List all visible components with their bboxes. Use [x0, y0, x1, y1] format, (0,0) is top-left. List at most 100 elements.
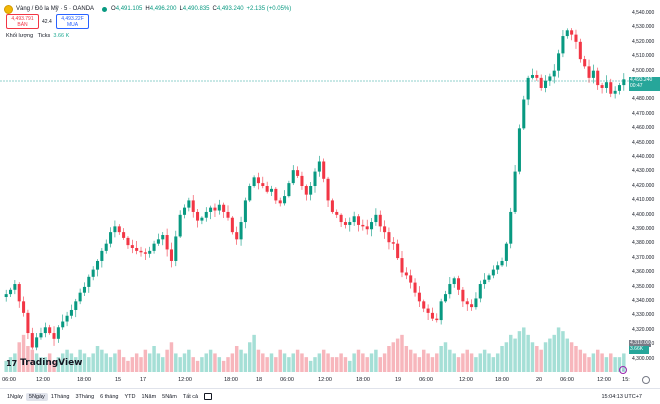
candle-body — [261, 183, 265, 186]
time-tick: 06:00 — [280, 377, 294, 383]
time-tick: 06:00 — [419, 377, 433, 383]
volume-bar — [365, 357, 369, 372]
scroll-to-realtime-icon[interactable]: ↓ — [619, 366, 627, 374]
calendar-icon[interactable] — [204, 393, 213, 400]
price-tick: 4,410.000 — [632, 197, 655, 204]
volume-bar — [413, 353, 417, 372]
volume-bar — [613, 357, 617, 372]
volume-bar — [374, 349, 378, 372]
volume-bar — [265, 357, 269, 372]
candle-body — [296, 170, 300, 176]
volume-bar — [39, 357, 43, 372]
candle-body — [213, 207, 217, 211]
buy-button[interactable]: 4,493.22F MUA — [56, 14, 89, 29]
tradingview-logo[interactable]: 17 TradingView — [6, 358, 83, 368]
volume-bar — [230, 353, 235, 372]
symbol-title[interactable]: Vàng / Đô la Mỹ · 5 · OANDA — [16, 6, 95, 12]
volume-bar — [217, 357, 222, 372]
volume-bar — [443, 342, 448, 372]
volume-bar — [408, 349, 413, 372]
volume-bar — [465, 349, 469, 372]
volume-bar — [69, 353, 74, 372]
tradingview-logo-text: TradingView — [20, 358, 83, 368]
chart-settings-circle-icon[interactable] — [642, 376, 650, 384]
candle-body — [95, 260, 100, 270]
volume-bar — [234, 346, 239, 372]
volume-bar — [126, 360, 130, 372]
volume-badge: 3.66K — [629, 346, 649, 354]
time-tick: 06:00 — [2, 377, 16, 383]
current-price-value: 4,493.240 — [630, 77, 653, 83]
range-button[interactable]: YTD — [124, 393, 136, 400]
volume-bar — [526, 334, 530, 372]
volume-bar — [261, 353, 265, 372]
volume-bar — [495, 353, 500, 372]
candle-body — [352, 216, 356, 223]
volume-bar — [165, 349, 169, 372]
volume-bar — [95, 346, 100, 372]
range-button[interactable]: 1Tháng — [50, 393, 70, 400]
volume-bar — [52, 360, 56, 372]
candle-body — [513, 171, 517, 212]
candle-body — [530, 74, 535, 78]
volume-bar — [426, 353, 430, 372]
candle-body — [322, 161, 326, 179]
volume-bar — [321, 349, 326, 372]
price-tick: 4,540.000 — [632, 10, 655, 16]
volume-bar — [582, 353, 587, 372]
candle-body — [330, 200, 334, 212]
candle-body — [200, 217, 204, 221]
price-tick: 4,340.000 — [632, 298, 655, 304]
range-button[interactable]: 5Năm — [162, 393, 177, 400]
volume-bar — [487, 353, 491, 372]
volume-bar — [248, 342, 252, 372]
candle-body — [287, 183, 291, 197]
time-tick: 18:00 — [495, 377, 509, 383]
volume-bar — [21, 334, 26, 372]
volume-bar — [591, 353, 596, 372]
volume-bar — [604, 357, 609, 372]
volume-bar — [491, 357, 496, 372]
volume-bar — [469, 353, 474, 372]
range-button[interactable]: Tất cả — [182, 393, 199, 400]
candle-body — [313, 171, 317, 186]
candles — [4, 28, 626, 351]
volume-bar — [274, 357, 278, 372]
volume-bar — [65, 349, 69, 372]
low-label: L — [179, 6, 183, 12]
candle-body — [430, 312, 434, 319]
volume-legend[interactable]: Khối lượng Ticks 3.66 K — [6, 33, 69, 39]
price-tick: 4,370.000 — [632, 254, 655, 261]
volume-bar — [339, 353, 343, 372]
candle-body — [317, 161, 321, 172]
price-tick: 4,460.000 — [632, 125, 655, 132]
volume-bar — [569, 342, 574, 372]
price-tick: 4,320.000 — [632, 326, 655, 333]
range-button[interactable]: 6 tháng — [100, 393, 119, 400]
volume-bar — [343, 357, 348, 372]
price-chart[interactable] — [0, 0, 630, 374]
price-axis[interactable]: 4,540.000 4,530.000 4,520.000 4,510.000 4,50… — [630, 0, 660, 388]
time-tick: 12:00 — [178, 377, 192, 383]
time-tick: 15: — [622, 377, 630, 383]
sell-button[interactable]: 4,493.791 BÁN — [6, 14, 39, 29]
candle-body — [204, 211, 208, 218]
price-tick: 4,480.000 — [632, 96, 655, 103]
volume-bar — [574, 346, 578, 372]
candle-body — [591, 70, 595, 78]
candle-body — [378, 214, 382, 227]
range-button[interactable]: 1Năm — [141, 393, 157, 400]
range-button[interactable]: 3Tháng — [75, 393, 95, 400]
candle-body — [474, 298, 478, 308]
volume-bar — [356, 349, 361, 372]
volume-bar — [91, 353, 95, 372]
range-button[interactable]: 1Ngày — [7, 393, 23, 400]
volume-bar — [609, 353, 613, 372]
candle-body — [113, 226, 117, 233]
clock-display[interactable]: 15:04:13 UTC+7 — [601, 393, 642, 400]
volume-bar — [30, 349, 35, 372]
time-axis[interactable]: 06:00 12:00 18:00 15 17 12:00 18:00 18 06:00 12:0… — [0, 374, 630, 386]
price-tick: 4,450.000 — [632, 139, 655, 146]
range-button[interactable]: 5Ngày — [25, 392, 48, 401]
candle-body — [587, 66, 591, 78]
